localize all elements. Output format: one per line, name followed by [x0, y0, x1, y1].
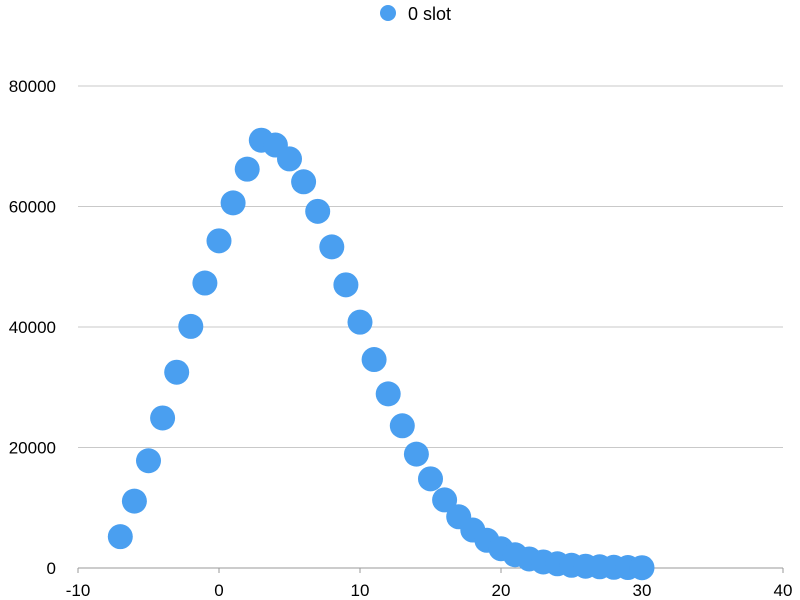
- data-point: [150, 405, 176, 431]
- data-point: [333, 272, 359, 298]
- data-points: [107, 127, 655, 581]
- x-tick-label: 30: [633, 581, 652, 600]
- data-point: [319, 234, 345, 260]
- data-point: [291, 169, 317, 195]
- data-point: [629, 555, 655, 581]
- data-point: [234, 156, 260, 182]
- data-point: [178, 313, 204, 339]
- legend-marker-0-slot: [380, 5, 396, 21]
- data-point: [375, 381, 401, 407]
- y-tick-label: 80000: [9, 77, 56, 96]
- data-point: [192, 270, 218, 296]
- data-point: [121, 488, 147, 514]
- y-axis-ticks: 0 20000 40000 60000 80000: [9, 77, 56, 578]
- y-tick-label: 20000: [9, 439, 56, 458]
- data-point: [220, 190, 246, 216]
- x-tick-label: 20: [492, 581, 511, 600]
- y-tick-label: 60000: [9, 198, 56, 217]
- x-tick-label: 10: [351, 581, 370, 600]
- data-point: [277, 146, 302, 172]
- data-point: [164, 359, 190, 385]
- data-point: [389, 413, 415, 439]
- legend-label-0-slot: 0 slot: [408, 4, 451, 24]
- data-point: [305, 198, 331, 224]
- y-tick-label: 0: [47, 559, 56, 578]
- data-point: [206, 228, 232, 254]
- data-point: [347, 309, 373, 335]
- data-point: [136, 448, 161, 474]
- data-point: [107, 524, 133, 550]
- x-tick-label: 40: [774, 581, 793, 600]
- data-point: [432, 487, 458, 513]
- legend: 0 slot: [380, 4, 451, 24]
- x-tick-label: -10: [66, 581, 91, 600]
- data-point: [418, 466, 443, 492]
- data-point: [403, 441, 429, 467]
- x-axis-ticks: -10 0 10 20 30 40: [66, 581, 793, 600]
- x-tick-label: 0: [214, 581, 223, 600]
- data-point: [361, 347, 387, 373]
- y-tick-label: 40000: [9, 318, 56, 337]
